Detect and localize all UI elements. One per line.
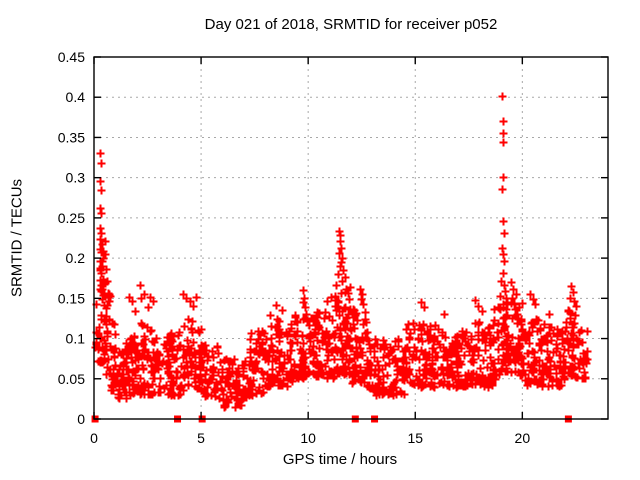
chart-title: Day 021 of 2018, SRMTID for receiver p05… — [204, 16, 498, 33]
y-tick-label: 0.45 — [58, 49, 85, 65]
x-tick-label: 0 — [90, 430, 98, 446]
x-axis-label: GPS time / hours — [282, 451, 398, 468]
x-tick-label: 15 — [407, 430, 423, 446]
y-tick-label: 0.1 — [66, 331, 86, 347]
x-tick-label: 5 — [197, 430, 205, 446]
y-tick-label: 0.4 — [66, 89, 86, 105]
x-tick-label: 20 — [515, 430, 531, 446]
axis-ticks — [93, 56, 608, 420]
tick-labels: 0 0.05 0.1 0.15 0.2 0.25 0.3 0.35 0.4 0.45 0 5 10 15 2… — [58, 49, 531, 446]
y-tick-label: 0.05 — [58, 371, 85, 387]
y-tick-label: 0.25 — [58, 210, 85, 226]
scatter-points — [91, 92, 592, 412]
x-tick-label: 10 — [300, 430, 316, 446]
y-tick-label: 0.3 — [66, 170, 86, 186]
y-tick-label: 0.15 — [58, 290, 85, 306]
y-tick-label: 0.35 — [58, 129, 85, 145]
y-tick-label: 0.2 — [66, 250, 86, 266]
y-tick-label: 0 — [77, 411, 85, 427]
plot-border — [93, 56, 609, 420]
